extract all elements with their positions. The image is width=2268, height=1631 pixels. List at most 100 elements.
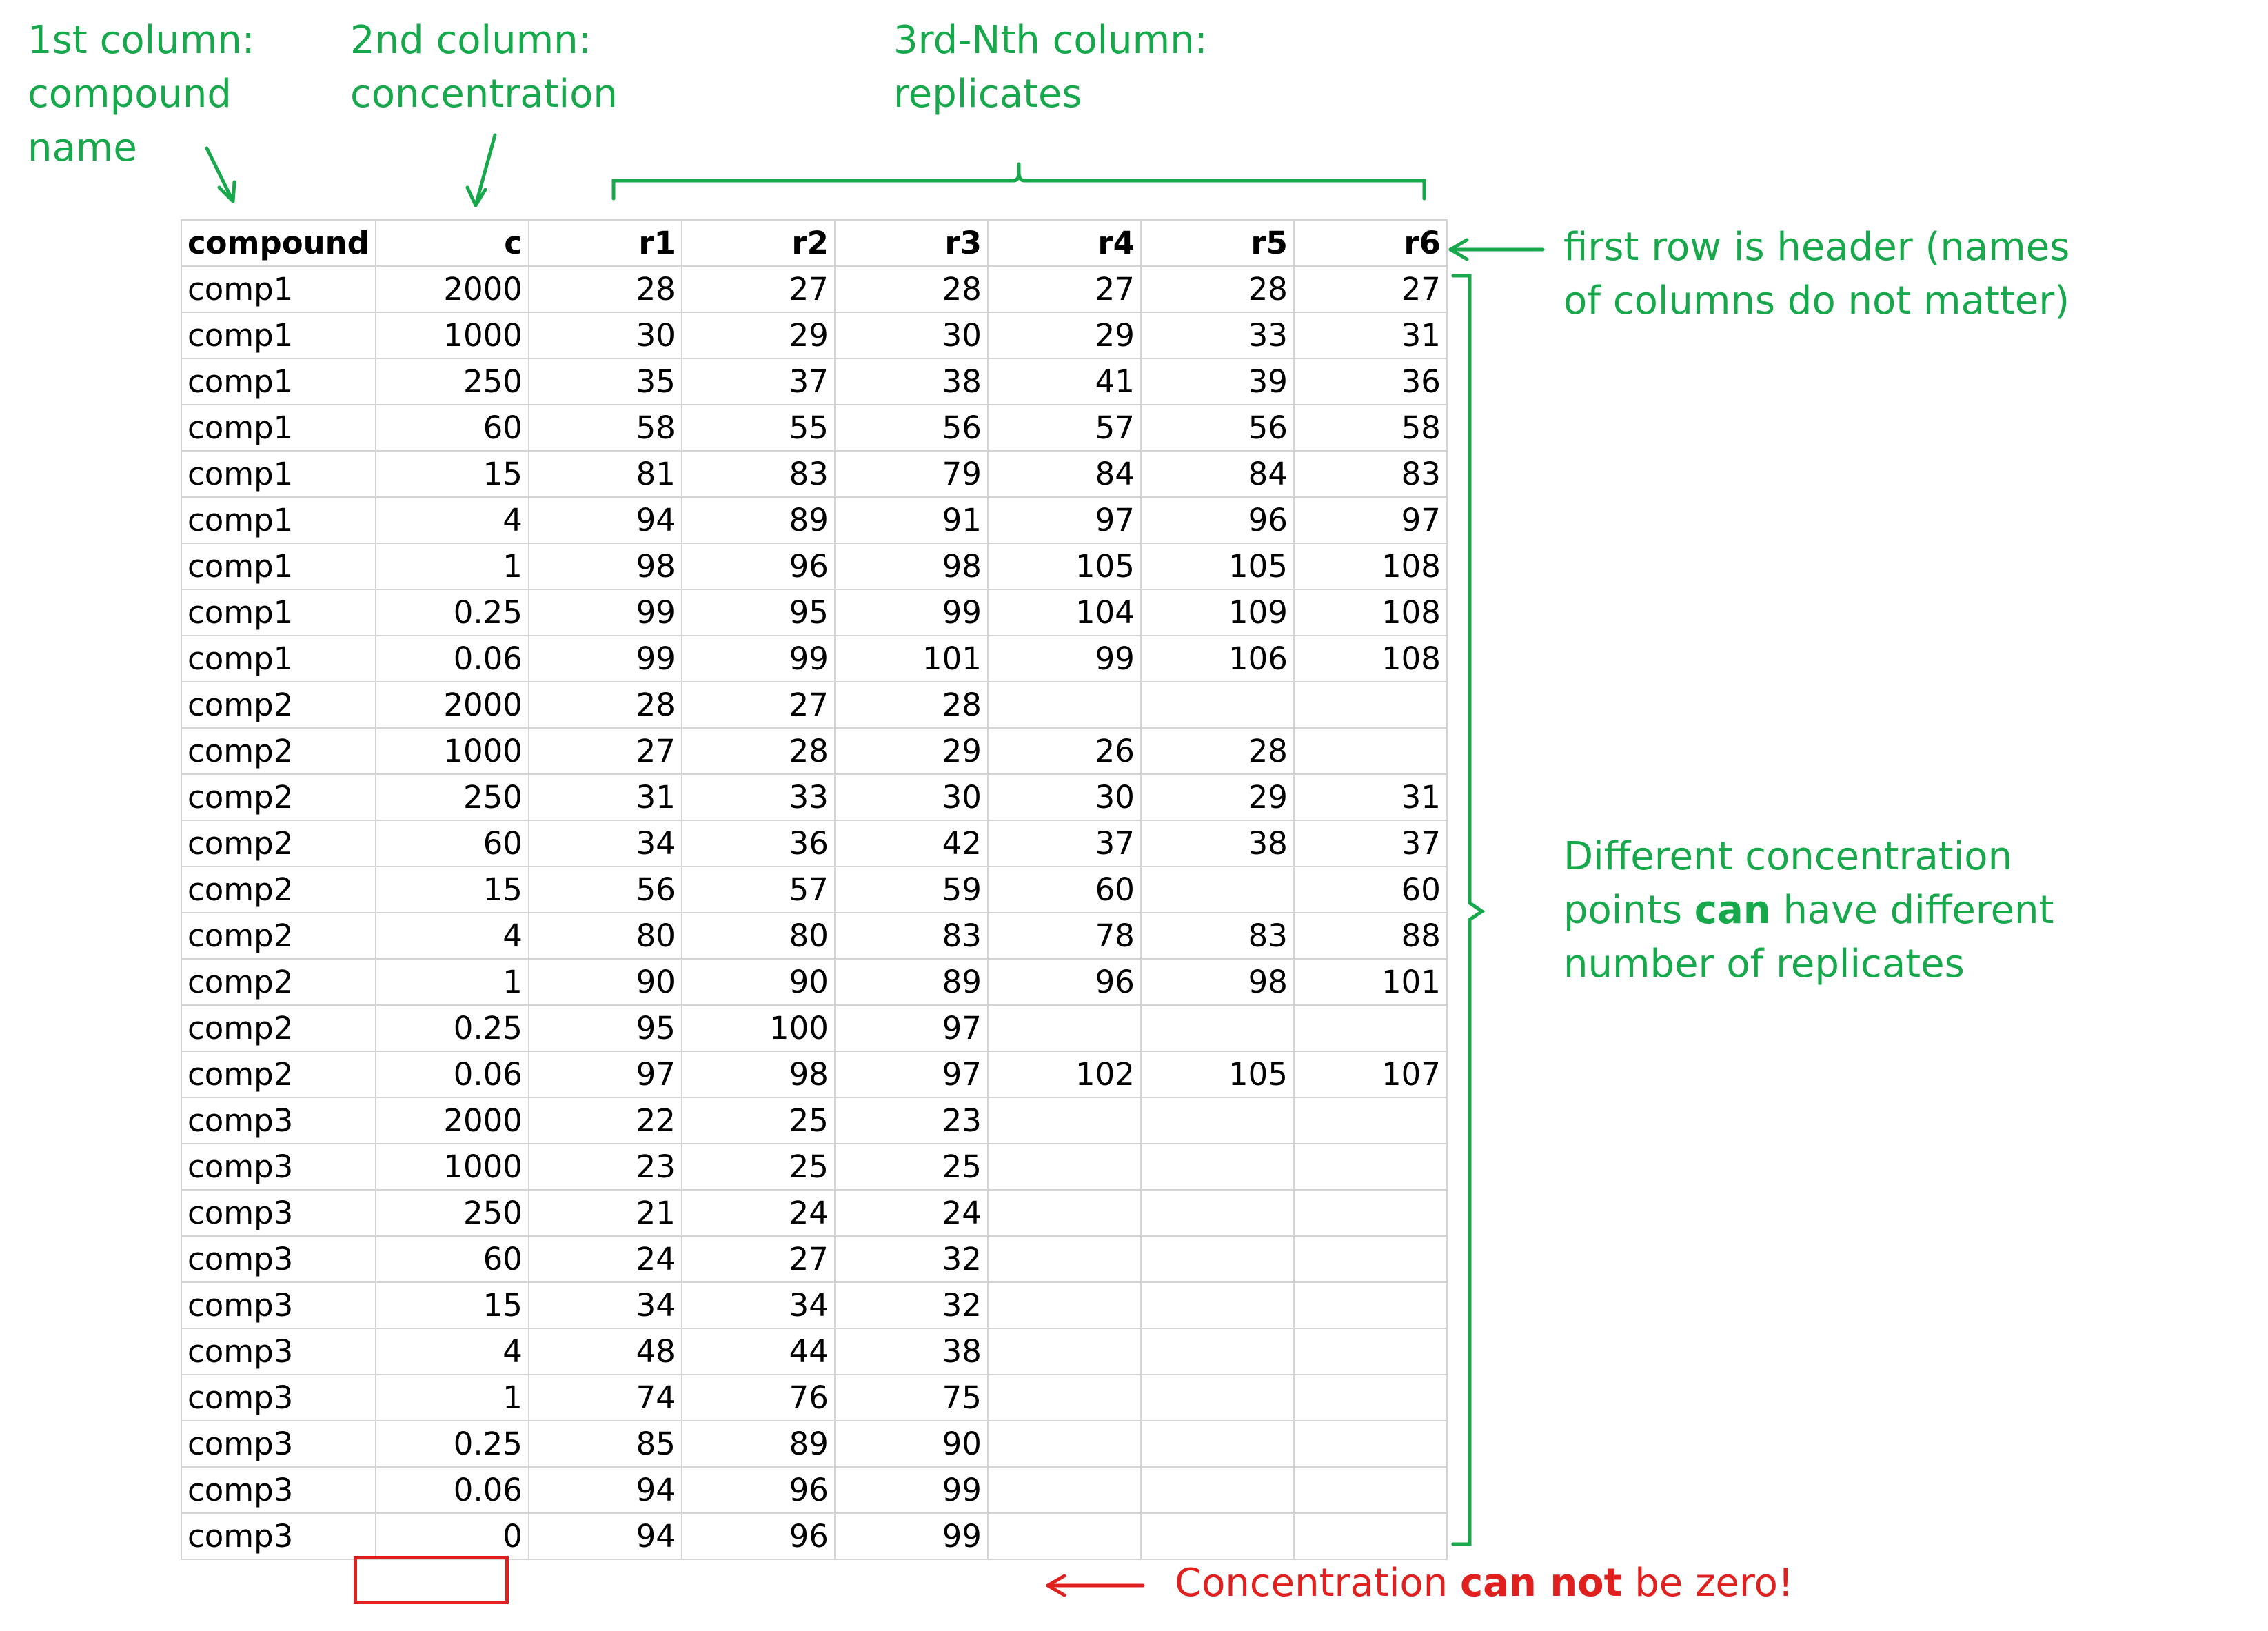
cell-concentration[interactable]: 1 (374, 543, 529, 590)
cell-replicate[interactable]: 27 (680, 1235, 836, 1283)
cell-replicate[interactable] (986, 1466, 1142, 1514)
cell-replicate[interactable]: 31 (1293, 312, 1448, 359)
cell-replicate[interactable]: 30 (833, 312, 989, 359)
header-r3[interactable]: r3 (833, 219, 989, 267)
cell-replicate[interactable]: 106 (1140, 635, 1295, 682)
cell-replicate[interactable]: 84 (986, 450, 1142, 498)
cell-replicate[interactable]: 90 (680, 958, 836, 1006)
cell-compound[interactable]: comp1 (181, 635, 376, 682)
cell-replicate[interactable] (1293, 1097, 1448, 1144)
cell-replicate[interactable]: 30 (986, 773, 1142, 821)
cell-replicate[interactable]: 97 (1293, 496, 1448, 544)
cell-replicate[interactable]: 27 (986, 265, 1142, 313)
cell-replicate[interactable]: 105 (1140, 543, 1295, 590)
cell-replicate[interactable]: 107 (1293, 1051, 1448, 1098)
cell-replicate[interactable]: 99 (680, 635, 836, 682)
header-c[interactable]: c (374, 219, 529, 267)
cell-replicate[interactable]: 89 (833, 958, 989, 1006)
cell-replicate[interactable]: 28 (833, 265, 989, 313)
cell-replicate[interactable]: 29 (680, 312, 836, 359)
cell-replicate[interactable]: 99 (833, 589, 989, 636)
cell-concentration[interactable]: 4 (374, 912, 529, 960)
cell-compound[interactable]: comp2 (181, 912, 376, 960)
cell-concentration[interactable]: 0.25 (374, 589, 529, 636)
cell-replicate[interactable]: 96 (680, 1512, 836, 1560)
cell-concentration[interactable]: 15 (374, 1282, 529, 1329)
cell-replicate[interactable]: 97 (833, 1004, 989, 1052)
cell-replicate[interactable]: 98 (1140, 958, 1295, 1006)
cell-replicate[interactable]: 101 (833, 635, 989, 682)
cell-concentration[interactable]: 15 (374, 450, 529, 498)
cell-replicate[interactable]: 31 (1293, 773, 1448, 821)
cell-replicate[interactable]: 26 (986, 727, 1142, 775)
cell-replicate[interactable]: 78 (986, 912, 1142, 960)
cell-replicate[interactable] (1140, 866, 1295, 913)
cell-replicate[interactable]: 33 (1140, 312, 1295, 359)
cell-replicate[interactable]: 32 (833, 1282, 989, 1329)
cell-compound[interactable]: comp2 (181, 958, 376, 1006)
cell-replicate[interactable] (1140, 1466, 1295, 1514)
cell-replicate[interactable]: 60 (1293, 866, 1448, 913)
cell-replicate[interactable] (1293, 1235, 1448, 1283)
cell-replicate[interactable]: 30 (527, 312, 682, 359)
cell-concentration[interactable]: 60 (374, 820, 529, 867)
cell-replicate[interactable]: 44 (680, 1328, 836, 1375)
cell-replicate[interactable]: 29 (986, 312, 1142, 359)
cell-replicate[interactable]: 34 (527, 820, 682, 867)
cell-replicate[interactable]: 105 (1140, 1051, 1295, 1098)
cell-replicate[interactable] (1140, 681, 1295, 729)
cell-replicate[interactable]: 99 (833, 1466, 989, 1514)
cell-replicate[interactable] (1140, 1235, 1295, 1283)
cell-replicate[interactable]: 34 (527, 1282, 682, 1329)
cell-replicate[interactable]: 83 (833, 912, 989, 960)
header-r5[interactable]: r5 (1140, 219, 1295, 267)
cell-compound[interactable]: comp3 (181, 1189, 376, 1237)
cell-replicate[interactable] (986, 1374, 1142, 1421)
header-compound[interactable]: compound (181, 219, 376, 267)
cell-replicate[interactable]: 59 (833, 866, 989, 913)
cell-concentration[interactable]: 1 (374, 1374, 529, 1421)
header-r2[interactable]: r2 (680, 219, 836, 267)
cell-replicate[interactable]: 85 (527, 1420, 682, 1468)
cell-replicate[interactable]: 24 (680, 1189, 836, 1237)
cell-replicate[interactable]: 55 (680, 404, 836, 452)
cell-concentration[interactable]: 15 (374, 866, 529, 913)
cell-replicate[interactable]: 38 (1140, 820, 1295, 867)
cell-compound[interactable]: comp2 (181, 727, 376, 775)
cell-concentration[interactable]: 0 (374, 1512, 529, 1560)
cell-replicate[interactable]: 28 (833, 681, 989, 729)
cell-replicate[interactable]: 25 (680, 1097, 836, 1144)
cell-concentration[interactable]: 0.06 (374, 1466, 529, 1514)
cell-compound[interactable]: comp3 (181, 1328, 376, 1375)
cell-replicate[interactable]: 88 (1293, 912, 1448, 960)
cell-replicate[interactable]: 25 (833, 1143, 989, 1191)
cell-replicate[interactable]: 97 (986, 496, 1142, 544)
cell-concentration[interactable]: 250 (374, 1189, 529, 1237)
cell-concentration[interactable]: 1000 (374, 727, 529, 775)
cell-replicate[interactable]: 104 (986, 589, 1142, 636)
cell-replicate[interactable]: 83 (1293, 450, 1448, 498)
cell-replicate[interactable]: 83 (1140, 912, 1295, 960)
cell-replicate[interactable]: 39 (1140, 358, 1295, 405)
cell-replicate[interactable]: 42 (833, 820, 989, 867)
cell-replicate[interactable]: 99 (833, 1512, 989, 1560)
cell-replicate[interactable]: 48 (527, 1328, 682, 1375)
cell-replicate[interactable]: 36 (1293, 358, 1448, 405)
cell-replicate[interactable]: 58 (1293, 404, 1448, 452)
cell-concentration[interactable]: 250 (374, 773, 529, 821)
cell-replicate[interactable] (1293, 1143, 1448, 1191)
cell-replicate[interactable]: 56 (833, 404, 989, 452)
cell-replicate[interactable]: 97 (833, 1051, 989, 1098)
cell-replicate[interactable]: 89 (680, 1420, 836, 1468)
cell-compound[interactable]: comp1 (181, 589, 376, 636)
cell-replicate[interactable]: 99 (986, 635, 1142, 682)
cell-replicate[interactable]: 79 (833, 450, 989, 498)
cell-replicate[interactable]: 80 (527, 912, 682, 960)
cell-replicate[interactable]: 38 (833, 1328, 989, 1375)
cell-replicate[interactable]: 24 (833, 1189, 989, 1237)
cell-replicate[interactable]: 60 (986, 866, 1142, 913)
cell-concentration[interactable]: 0.25 (374, 1004, 529, 1052)
cell-replicate[interactable] (986, 1143, 1142, 1191)
cell-replicate[interactable]: 90 (527, 958, 682, 1006)
cell-replicate[interactable] (986, 1512, 1142, 1560)
